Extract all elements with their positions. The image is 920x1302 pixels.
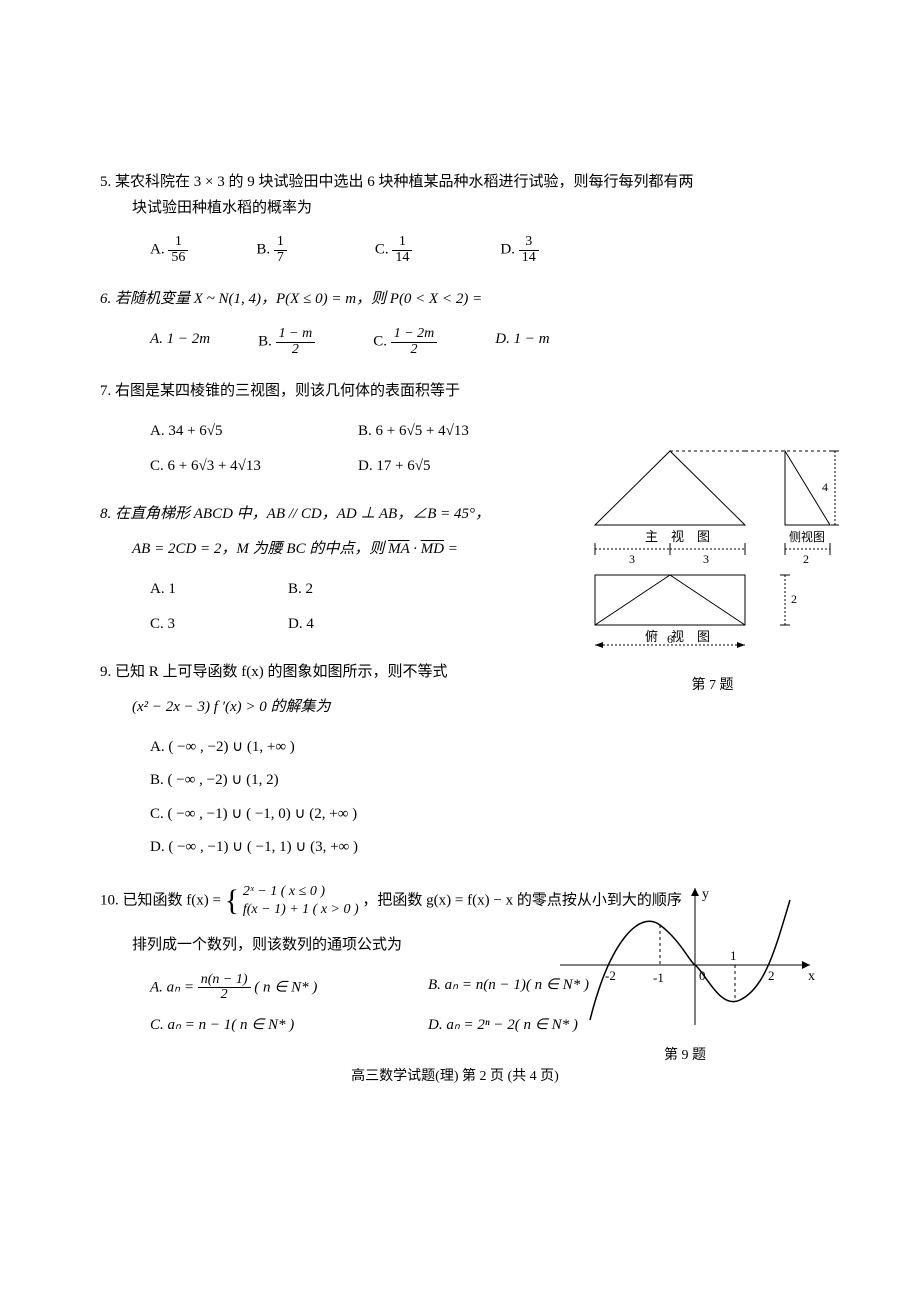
q8-options-row2: C. 3 D. 4 [100,612,540,638]
q5-stem-line1: 5. 某农科院在 3 × 3 的 9 块试验田中选出 6 块种植某品种水稻进行试… [100,174,693,190]
q7-opt-b: B. 6 + 6√5 + 4√13 [358,419,469,445]
q8-stem-line1: 8. 在直角梯形 ABCD 中，AB // CD，AD ⊥ AB，∠B = 45… [100,502,540,528]
q10-case1: 2ˣ − 1 ( x ≤ 0 ) [243,884,325,899]
q9-stem-line2: (x² − 2x − 3) f ′(x) > 0 的解集为 [100,695,540,721]
q10-opt-a: A. aₙ = n(n − 1)2 ( n ∈ N* ) [150,973,400,1003]
q5-opt-c: C. 114 [375,235,413,265]
svg-text:3: 3 [703,552,709,566]
svg-text:2: 2 [803,552,809,566]
page-footer: 高三数学试题(理) 第 2 页 (共 4 页) [100,1065,810,1089]
q5-opt-a: A. 156 [150,235,188,265]
question-8: 8. 在直角梯形 ABCD 中，AB // CD，AD ⊥ AB，∠B = 45… [100,502,540,638]
q8-opt-b: B. 2 [288,577,313,603]
q5-options: A. 156 B. 17 C. 114 D. 314 [100,235,810,265]
svg-text:0: 0 [699,968,706,983]
q7-options-row2: C. 6 + 6√3 + 4√13 D. 17 + 6√5 [100,454,540,480]
figure-q7: 主 视 图 3 3 侧视图 4 2 俯 视 图 [585,445,840,697]
fig7-caption: 第 7 题 [585,674,840,698]
svg-text:-2: -2 [605,968,616,983]
q8-opt-a: A. 1 [150,577,260,603]
q9-opt-a: A. ( −∞ , −2) ∪ (1, +∞ ) [100,735,540,761]
q8-stem: 8. 在直角梯形 ABCD 中，AB // CD，AD ⊥ AB，∠B = 45… [100,502,540,563]
q6-stem: 6. 若随机变量 X ~ N(1, 4)，P(X ≤ 0) = m，则 P(0 … [100,287,810,313]
q6-opt-a: A. 1 − 2m [150,327,210,357]
question-9: 9. 已知 R 上可导函数 f(x) 的图象如图所示，则不等式 (x² − 2x… [100,660,540,861]
q7-opt-d: D. 17 + 6√5 [358,454,431,480]
q9-opt-b: B. ( −∞ , −2) ∪ (1, 2) [100,768,540,794]
q5-opt-b: B. 17 [256,235,287,265]
q8-stem-line2: AB = 2CD = 2，M 为腰 BC 的中点，则 MA · MD = [100,537,540,563]
svg-text:1: 1 [730,948,737,963]
q9-stem: 9. 已知 R 上可导函数 f(x) 的图象如图所示，则不等式 (x² − 2x… [100,660,540,721]
svg-text:6: 6 [667,632,673,646]
question-7: 7. 右图是某四棱锥的三视图，则该几何体的表面积等于 A. 34 + 6√5 B… [100,379,540,480]
q9-opt-d: D. ( −∞ , −1) ∪ ( −1, 1) ∪ (3, +∞ ) [100,835,540,861]
q6-opt-d: D. 1 − m [495,327,549,357]
svg-text:4: 4 [822,480,828,494]
svg-text:y: y [702,887,709,902]
q6-options: A. 1 − 2m B. 1 − m2 C. 1 − 2m2 D. 1 − m [100,327,810,357]
q7-stem: 7. 右图是某四棱锥的三视图，则该几何体的表面积等于 [100,379,540,405]
svg-text:x: x [808,969,815,984]
fig9-caption: 第 9 题 [550,1044,820,1068]
q7-options-row1: A. 34 + 6√5 B. 6 + 6√5 + 4√13 [100,419,540,445]
q6-opt-c: C. 1 − 2m2 [373,327,437,357]
q8-options-row1: A. 1 B. 2 [100,577,540,603]
question-6: 6. 若随机变量 X ~ N(1, 4)，P(X ≤ 0) = m，则 P(0 … [100,287,810,357]
figure-q9: y x -2 -1 0 1 2 第 9 题 [550,880,820,1067]
q7-opt-a: A. 34 + 6√5 [150,419,330,445]
svg-text:-1: -1 [653,970,664,985]
svg-text:侧视图: 侧视图 [789,529,825,544]
q10-opt-c: C. aₙ = n − 1( n ∈ N* ) [150,1013,400,1039]
svg-text:2: 2 [768,968,775,983]
svg-text:2: 2 [791,592,797,606]
question-5: 5. 某农科院在 3 × 3 的 9 块试验田中选出 6 块种植某品种水稻进行试… [100,170,810,265]
svg-text:3: 3 [629,552,635,566]
q9-stem-line1: 9. 已知 R 上可导函数 f(x) 的图象如图所示，则不等式 [100,660,540,686]
q8-opt-d: D. 4 [288,612,314,638]
svg-text:主 视 图: 主 视 图 [645,529,710,544]
q10-stem-pre: 10. 已知函数 f(x) = [100,892,225,908]
q8-opt-c: C. 3 [150,612,260,638]
q7-opt-c: C. 6 + 6√3 + 4√13 [150,454,330,480]
q9-curve-svg: y x -2 -1 0 1 2 [550,880,820,1030]
q10-case2: f(x − 1) + 1 ( x > 0 ) [243,902,359,917]
q6-opt-b: B. 1 − m2 [258,327,315,357]
q9-opt-c: C. ( −∞ , −1) ∪ ( −1, 0) ∪ (2, +∞ ) [100,802,540,828]
exam-page: 5. 某农科院在 3 × 3 的 9 块试验田中选出 6 块种植某品种水稻进行试… [0,0,920,1148]
q5-stem-line2: 块试验田种植水稻的概率为 [100,196,810,222]
three-view-svg: 主 视 图 3 3 侧视图 4 2 俯 视 图 [585,445,840,660]
q5-stem: 5. 某农科院在 3 × 3 的 9 块试验田中选出 6 块种植某品种水稻进行试… [100,170,810,221]
q5-opt-d: D. 314 [500,235,538,265]
svg-text:俯 视 图: 俯 视 图 [645,629,710,644]
